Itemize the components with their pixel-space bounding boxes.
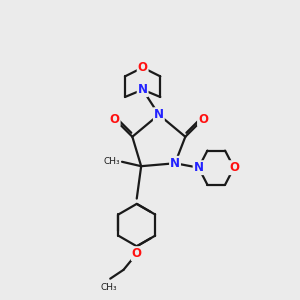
Text: CH₃: CH₃ (103, 157, 120, 166)
Text: N: N (138, 83, 148, 96)
Text: O: O (138, 61, 148, 74)
Text: O: O (198, 112, 208, 126)
Text: O: O (229, 161, 239, 174)
Text: O: O (110, 112, 120, 126)
Text: N: N (154, 108, 164, 121)
Text: N: N (194, 161, 204, 174)
Text: N: N (170, 157, 180, 170)
Text: CH₃: CH₃ (100, 283, 117, 292)
Text: O: O (132, 247, 142, 260)
